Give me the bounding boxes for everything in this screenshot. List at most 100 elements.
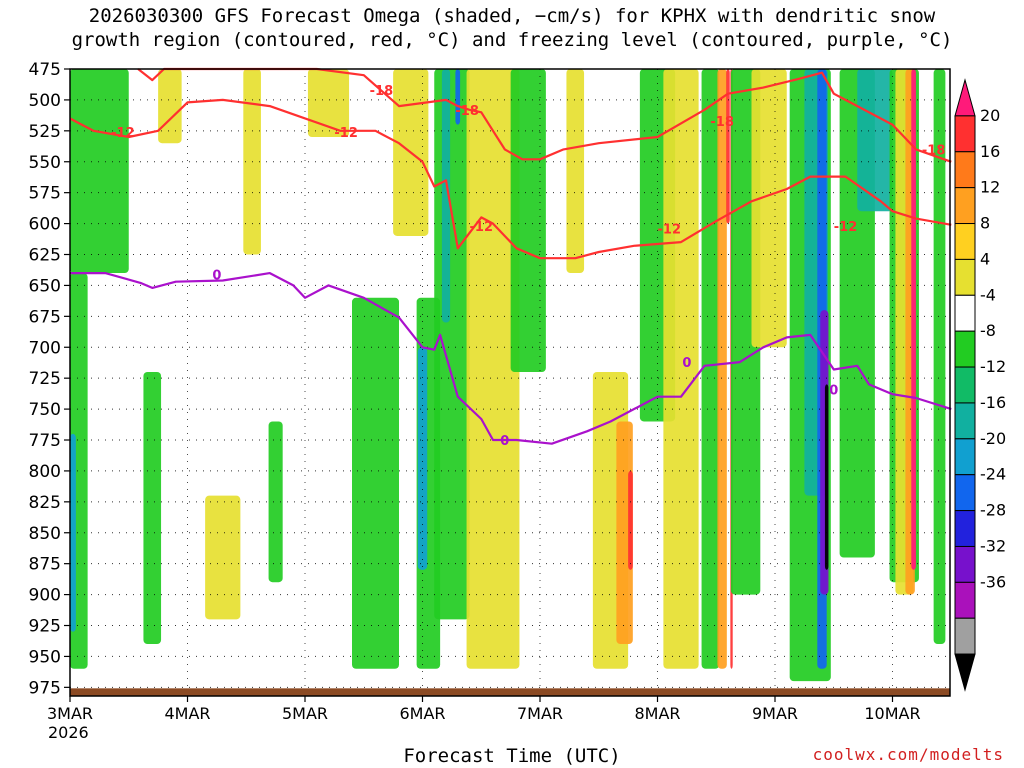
- chart-title: 2026030300 GFS Forecast Omega (shaded, −…: [0, 4, 1024, 52]
- contour-label: 0: [500, 434, 509, 449]
- omega-band: [352, 297, 399, 669]
- omega-band: [717, 69, 727, 669]
- y-tick-label: 550: [29, 153, 61, 173]
- colorbar-label: 20: [980, 106, 1000, 125]
- title-line-2: growth region (contoured, red, °C) and f…: [71, 29, 953, 51]
- colorbar-label: 4: [980, 249, 990, 268]
- contour-lines: -18 -18 -18 -18 -12 -12 -12 -12 -12 0 0 0 0: [69, 67, 952, 449]
- contour-label: -12: [834, 220, 858, 235]
- y-tick-label: 775: [29, 431, 61, 451]
- x-year-label: 2026: [48, 723, 89, 742]
- colorbar-segment: [954, 438, 976, 476]
- contour-label: 0: [829, 383, 838, 398]
- contour-label: -18: [370, 84, 394, 99]
- omega-band: [628, 470, 633, 570]
- colorbar-label: -28: [980, 501, 1006, 520]
- omega-band: [70, 69, 129, 274]
- contour-line-neg18: [137, 67, 952, 163]
- y-tick-label: 975: [29, 678, 61, 698]
- terrain: [70, 688, 950, 696]
- contour-label: -18: [710, 115, 734, 130]
- y-tick-label: 825: [29, 493, 61, 513]
- y-tick-label: 750: [29, 400, 61, 420]
- y-tick-label: 600: [29, 215, 61, 235]
- colorbar-label: -36: [980, 572, 1006, 591]
- omega-band: [205, 495, 241, 620]
- colorbar-label: -4: [980, 285, 996, 304]
- omega-band: [307, 69, 350, 138]
- omega-band: [911, 69, 916, 570]
- terrain-fill: [70, 688, 950, 696]
- y-tick-label: 950: [29, 647, 61, 667]
- x-tick-label: 7MAR: [517, 704, 563, 723]
- omega-band: [566, 69, 585, 274]
- x-tick-label: 6MAR: [399, 704, 445, 723]
- colorbar-segment: [954, 330, 976, 368]
- omega-band: [268, 421, 283, 583]
- colorbar-label: -32: [980, 536, 1006, 555]
- contour-line-neg12: [69, 98, 952, 260]
- contour-label: 0: [682, 356, 691, 371]
- y-tick-label: 500: [29, 91, 61, 111]
- colorbar-label: 16: [980, 142, 1000, 161]
- omega-band: [158, 69, 182, 144]
- colorbar-segment: [954, 617, 976, 655]
- y-tick-label: 875: [29, 555, 61, 575]
- omega-band: [933, 69, 946, 645]
- colorbar-segment: [954, 402, 976, 440]
- y-tick-label: 625: [29, 246, 61, 266]
- colorbar-segment: [954, 294, 976, 332]
- contour-label: -12: [334, 126, 358, 141]
- y-tick-label: 925: [29, 617, 61, 637]
- x-tick-label: 8MAR: [634, 704, 680, 723]
- omega-band: [663, 69, 699, 669]
- colorbar-label: -12: [980, 357, 1006, 376]
- colorbar-segment: [954, 115, 976, 153]
- colorbar-label: -16: [980, 393, 1006, 412]
- colorbar-bottom-arrow: [954, 653, 976, 692]
- y-tick-label: 700: [29, 338, 61, 358]
- colorbar-segment: [954, 510, 976, 547]
- colorbar-segment: [954, 474, 976, 512]
- colorbar: 20 16 12 8 4 -4 -8 -12 -16 -20 -24 -28 -32 -36: [954, 78, 1006, 692]
- colorbar-label: 8: [980, 214, 990, 233]
- x-tick-label: 10MAR: [864, 704, 920, 723]
- colorbar-segment: [954, 581, 976, 619]
- y-tick-label: 800: [29, 462, 61, 482]
- contour-label: -12: [470, 220, 494, 235]
- omega-band: [70, 433, 76, 632]
- colorbar-label: 12: [980, 178, 1000, 197]
- y-tick-label: 725: [29, 369, 61, 389]
- y-tick-label: 475: [29, 60, 61, 80]
- omega-band: [143, 371, 162, 645]
- x-tick-label: 5MAR: [282, 704, 328, 723]
- omega-band: [726, 69, 730, 224]
- colorbar-segment: [954, 258, 976, 296]
- credit-link[interactable]: coolwx.com/modelts: [812, 745, 1004, 764]
- colorbar-segment: [954, 151, 976, 189]
- y-tick-label: 575: [29, 184, 61, 204]
- colorbar-label: -20: [980, 429, 1006, 448]
- colorbar-label: -24: [980, 465, 1006, 484]
- colorbar-segment: [954, 223, 976, 260]
- omega-shading: [70, 69, 950, 696]
- omega-band: [510, 69, 546, 372]
- contour-label: -12: [658, 223, 682, 238]
- x-axis-label: Forecast Time (UTC): [403, 745, 621, 767]
- contour-line-0: [70, 272, 952, 445]
- omega-band: [824, 384, 829, 570]
- omega-band: [857, 69, 893, 212]
- colorbar-segment: [954, 366, 976, 404]
- y-tick-label: 650: [29, 276, 61, 296]
- omega-band: [417, 347, 428, 570]
- x-tick-label: 4MAR: [164, 704, 210, 723]
- title-line-1: 2026030300 GFS Forecast Omega (shaded, −…: [88, 5, 936, 27]
- colorbar-segment: [954, 187, 976, 225]
- contour-label: 0: [212, 268, 221, 283]
- omega-band: [441, 69, 451, 323]
- contour-label: -12: [111, 126, 135, 141]
- x-axis: 3MAR 4MAR 5MAR 6MAR 7MAR 8MAR 9MAR 10MAR 2026: [47, 696, 921, 742]
- omega-band: [701, 69, 720, 669]
- contour-label: -18: [455, 104, 479, 119]
